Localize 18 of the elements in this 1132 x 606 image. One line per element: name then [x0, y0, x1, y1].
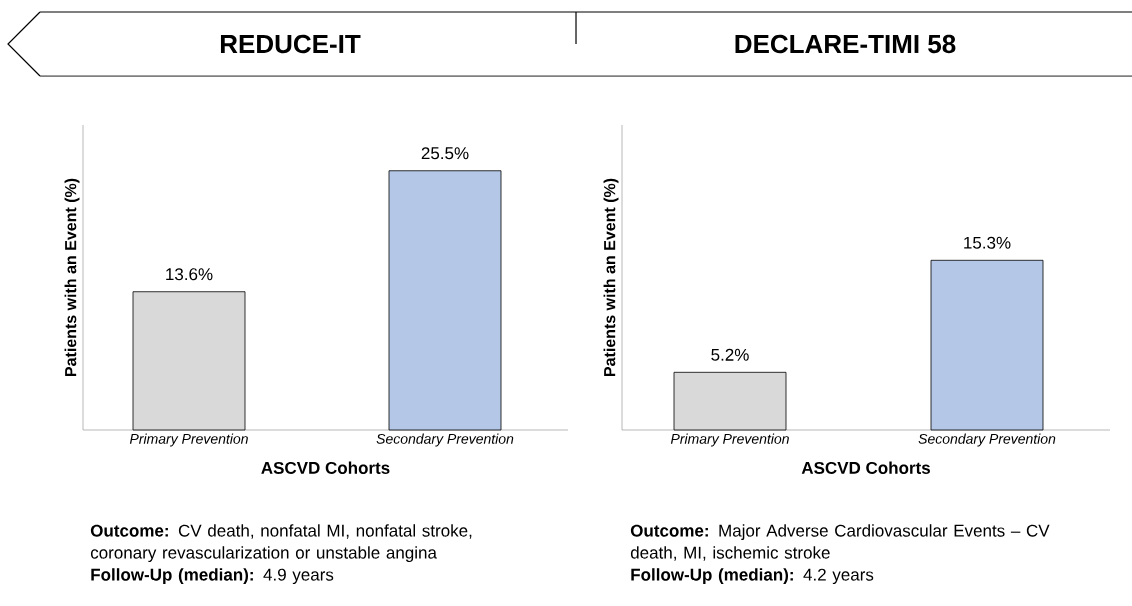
text: Outcome: CV death, nonfatal MI, nonfatal stroke, coronary revascularization or unstable angina	[90, 524, 472, 563]
x-axis-title: ASCVD Cohorts	[261, 461, 390, 474]
x-tick-label: Primary Prevention	[670, 433, 789, 447]
chart-title: DECLARE-TIMI 58	[735, 34, 956, 54]
y-axis-title: Patients with an Event (%)	[603, 178, 619, 376]
data-label: 13.6%	[166, 268, 213, 281]
data-label: 5.2%	[711, 348, 749, 361]
x-tick-label: Primary Prevention	[129, 433, 248, 447]
text: Outcome: Major Adverse Cardiovascular Events – CV death, MI, ischemic stroke	[630, 524, 1050, 561]
x-axis-title: ASCVD Cohorts	[801, 461, 930, 474]
data-label: 25.5%	[421, 147, 469, 160]
x-tick-label: Secondary Prevention	[918, 433, 1056, 447]
y-axis-title: Patients with an Event (%)	[64, 178, 80, 376]
chart-title: REDUCE-IT	[220, 34, 361, 54]
text: Follow-Up (median): 4.2 years	[631, 568, 874, 585]
x-tick-label: Secondary Prevention	[376, 433, 514, 447]
text: Follow-Up (median): 4.9 years	[91, 568, 334, 585]
data-label: 15.3%	[964, 236, 1011, 249]
